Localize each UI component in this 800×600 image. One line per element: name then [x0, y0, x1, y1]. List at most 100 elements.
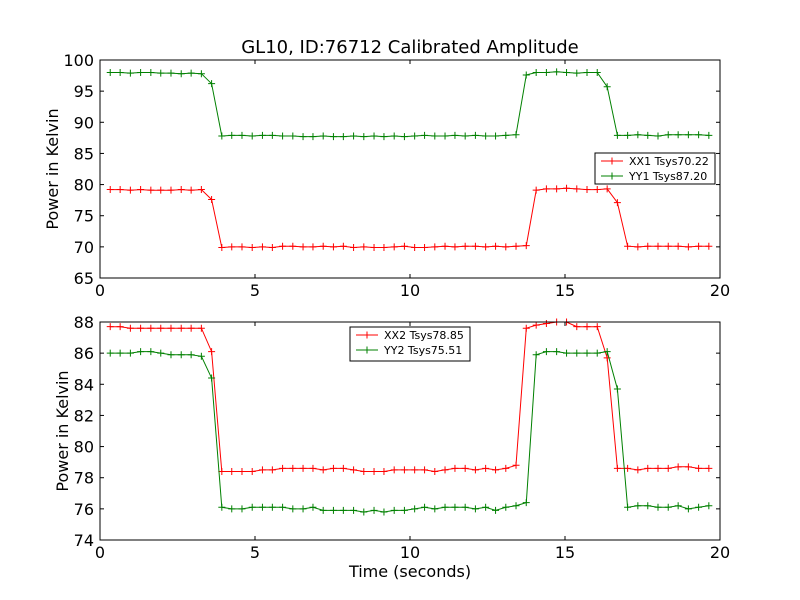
data-point-marker — [583, 323, 591, 331]
data-point-marker — [197, 186, 205, 194]
x-tick-label: 15 — [555, 281, 575, 300]
data-point-marker — [502, 464, 510, 472]
y-tick-label: 78 — [74, 469, 94, 488]
data-point-marker — [187, 186, 195, 194]
data-point-marker — [258, 503, 266, 511]
data-point-marker — [593, 186, 601, 194]
data-point-marker — [522, 71, 530, 79]
series-2 — [106, 68, 713, 141]
data-point-marker — [624, 464, 632, 472]
data-point-marker — [258, 131, 266, 139]
data-point-marker — [116, 68, 124, 76]
data-point-marker — [208, 374, 216, 382]
data-point-marker — [684, 463, 692, 471]
data-point-marker — [197, 352, 205, 360]
data-point-marker — [603, 185, 611, 193]
data-point-marker — [451, 243, 459, 251]
data-point-marker — [471, 466, 479, 474]
data-point-marker — [461, 132, 469, 140]
data-point-marker — [218, 503, 226, 511]
data-point-marker — [137, 324, 145, 332]
data-point-marker — [613, 464, 621, 472]
y-tick-label: 84 — [74, 375, 94, 394]
legend-box — [349, 326, 471, 362]
data-point-marker — [279, 464, 287, 472]
data-point-marker — [147, 68, 155, 76]
data-point-marker — [137, 186, 145, 194]
data-point-marker — [400, 466, 408, 474]
x-tick-label: 10 — [400, 543, 420, 562]
data-point-marker — [309, 464, 317, 472]
data-point-marker — [654, 242, 662, 250]
data-point-marker — [613, 131, 621, 139]
data-point-marker — [492, 506, 500, 514]
data-point-marker — [553, 185, 561, 193]
data-point-marker — [471, 505, 479, 513]
data-point-marker — [299, 464, 307, 472]
data-point-marker — [268, 131, 276, 139]
data-point-marker — [116, 186, 124, 194]
data-point-marker — [299, 133, 307, 141]
data-point-marker — [126, 186, 134, 194]
data-point-marker — [106, 186, 114, 194]
data-point-marker — [177, 324, 185, 332]
x-tick-label: 15 — [555, 543, 575, 562]
data-point-marker — [238, 243, 246, 251]
data-point-marker — [248, 467, 256, 475]
data-point-marker — [492, 466, 500, 474]
data-point-marker — [553, 68, 561, 76]
data-point-marker — [248, 243, 256, 251]
data-point-marker — [411, 243, 419, 251]
data-point-marker — [279, 132, 287, 140]
data-point-marker — [258, 466, 266, 474]
data-point-marker — [248, 503, 256, 511]
data-point-marker — [431, 505, 439, 513]
data-point-marker — [431, 467, 439, 475]
data-point-marker — [512, 131, 520, 139]
y-axis-label: Power in Kelvin — [53, 370, 72, 491]
data-point-marker — [512, 242, 520, 250]
y-tick-label: 65 — [74, 269, 94, 288]
data-point-marker — [299, 243, 307, 251]
data-point-marker — [400, 133, 408, 141]
legend-marker — [363, 331, 371, 339]
data-point-marker — [126, 69, 134, 77]
data-point-marker — [532, 321, 540, 329]
y-tick-label: 86 — [74, 344, 94, 363]
data-point-marker — [167, 324, 175, 332]
data-point-marker — [705, 242, 713, 250]
y-tick-label: 74 — [74, 531, 94, 550]
data-point-marker — [664, 131, 672, 139]
data-point-marker — [573, 185, 581, 193]
data-point-marker — [147, 348, 155, 356]
data-point-marker — [674, 242, 682, 250]
data-point-marker — [228, 467, 236, 475]
data-point-marker — [329, 243, 337, 251]
data-point-marker — [309, 243, 317, 251]
data-point-marker — [309, 133, 317, 141]
y-tick-label: 82 — [74, 406, 94, 425]
data-point-marker — [441, 242, 449, 250]
data-point-marker — [684, 505, 692, 513]
data-point-marker — [695, 464, 703, 472]
data-point-marker — [563, 349, 571, 357]
data-point-marker — [634, 466, 642, 474]
y-axis-label: Power in Kelvin — [43, 108, 62, 229]
data-point-marker — [360, 508, 368, 516]
data-point-marker — [400, 242, 408, 250]
x-axis-label: Time (seconds) — [348, 562, 471, 581]
data-point-marker — [289, 242, 297, 250]
data-point-marker — [309, 503, 317, 511]
data-point-marker — [674, 463, 682, 471]
series-line — [110, 71, 709, 138]
data-point-marker — [705, 464, 713, 472]
data-point-marker — [268, 466, 276, 474]
data-point-marker — [441, 132, 449, 140]
data-point-marker — [654, 503, 662, 511]
data-point-marker — [370, 132, 378, 140]
data-point-marker — [218, 243, 226, 251]
data-point-marker — [370, 467, 378, 475]
data-point-marker — [664, 242, 672, 250]
top-panel: 0 5 10 15 20 65 70 75 80 85 90 95 100 Power in Kelvin… — [43, 51, 730, 300]
data-point-marker — [380, 467, 388, 475]
